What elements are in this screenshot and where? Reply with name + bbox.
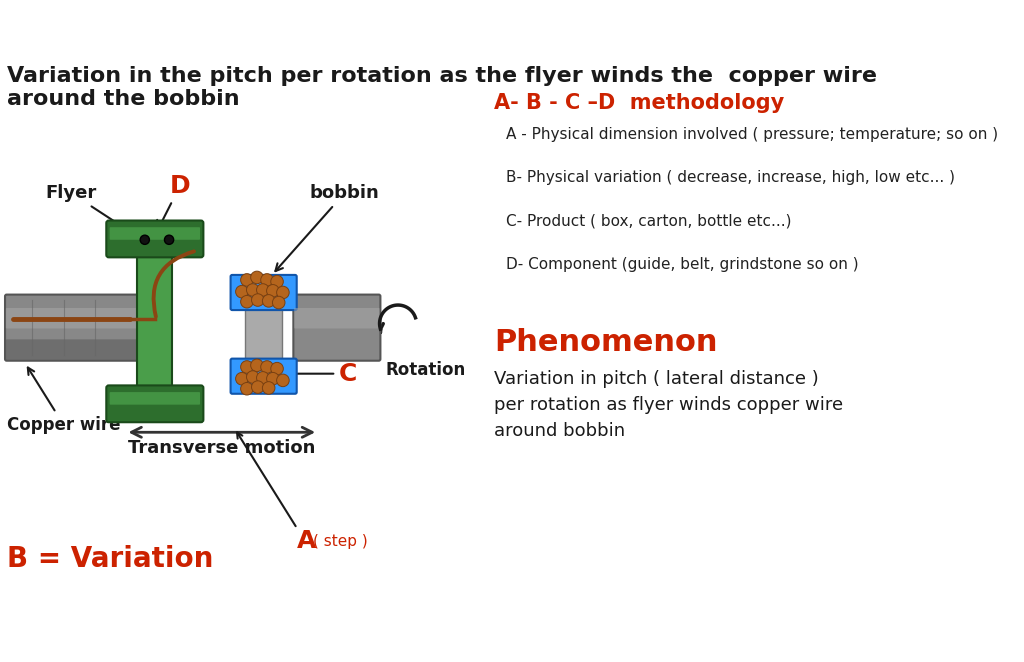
- Text: Transverse motion: Transverse motion: [128, 439, 315, 457]
- Circle shape: [262, 381, 275, 394]
- Circle shape: [270, 362, 284, 375]
- Circle shape: [140, 235, 150, 244]
- Text: B- Physical variation ( decrease, increase, high, low etc... ): B- Physical variation ( decrease, increa…: [507, 170, 955, 185]
- Circle shape: [261, 361, 273, 373]
- Circle shape: [241, 383, 253, 395]
- Circle shape: [262, 295, 275, 307]
- Circle shape: [251, 271, 263, 284]
- FancyBboxPatch shape: [6, 308, 137, 328]
- FancyBboxPatch shape: [294, 308, 380, 328]
- FancyBboxPatch shape: [106, 385, 204, 422]
- FancyBboxPatch shape: [106, 220, 204, 258]
- Circle shape: [257, 284, 269, 297]
- FancyBboxPatch shape: [110, 392, 200, 404]
- Circle shape: [241, 273, 253, 286]
- Text: Variation in pitch ( lateral distance )
per rotation as flyer winds copper wire
: Variation in pitch ( lateral distance ) …: [494, 369, 843, 440]
- FancyBboxPatch shape: [230, 275, 297, 310]
- Circle shape: [241, 361, 253, 373]
- Text: D- Component (guide, belt, grindstone so on ): D- Component (guide, belt, grindstone so…: [507, 258, 859, 272]
- Text: ( step ): ( step ): [313, 534, 368, 549]
- Circle shape: [247, 371, 259, 383]
- Circle shape: [252, 381, 264, 393]
- Circle shape: [236, 285, 248, 298]
- Circle shape: [257, 371, 269, 384]
- Text: Rotation: Rotation: [385, 361, 466, 379]
- Text: bobbin: bobbin: [275, 184, 380, 271]
- Circle shape: [241, 295, 253, 308]
- FancyBboxPatch shape: [5, 295, 138, 361]
- Circle shape: [276, 286, 289, 299]
- Text: Flyer: Flyer: [45, 184, 126, 228]
- FancyBboxPatch shape: [110, 227, 200, 240]
- FancyBboxPatch shape: [230, 359, 297, 394]
- Text: Phenomenon: Phenomenon: [494, 328, 718, 357]
- Text: B = Variation: B = Variation: [7, 545, 213, 573]
- FancyBboxPatch shape: [245, 277, 282, 360]
- FancyBboxPatch shape: [293, 295, 380, 361]
- Circle shape: [266, 373, 280, 385]
- Text: D: D: [157, 174, 190, 231]
- Circle shape: [261, 273, 273, 286]
- Circle shape: [251, 359, 263, 371]
- Text: Copper wire: Copper wire: [7, 367, 120, 434]
- FancyBboxPatch shape: [137, 255, 172, 388]
- Circle shape: [270, 275, 284, 288]
- Text: C- Product ( box, carton, bottle etc...): C- Product ( box, carton, bottle etc...): [507, 214, 792, 229]
- Text: A: A: [297, 528, 316, 553]
- Circle shape: [272, 297, 285, 308]
- Circle shape: [276, 374, 289, 387]
- Circle shape: [252, 294, 264, 307]
- Circle shape: [165, 235, 174, 244]
- Circle shape: [236, 373, 248, 385]
- Text: A - Physical dimension involved ( pressure; temperature; so on ): A - Physical dimension involved ( pressu…: [507, 127, 998, 142]
- Text: C: C: [286, 361, 357, 386]
- FancyBboxPatch shape: [6, 340, 137, 360]
- Circle shape: [266, 285, 280, 297]
- Text: A- B - C –D  methodology: A- B - C –D methodology: [494, 93, 784, 113]
- Text: Variation in the pitch per rotation as the flyer winds the  copper wire
around t: Variation in the pitch per rotation as t…: [7, 66, 877, 109]
- Circle shape: [247, 284, 259, 297]
